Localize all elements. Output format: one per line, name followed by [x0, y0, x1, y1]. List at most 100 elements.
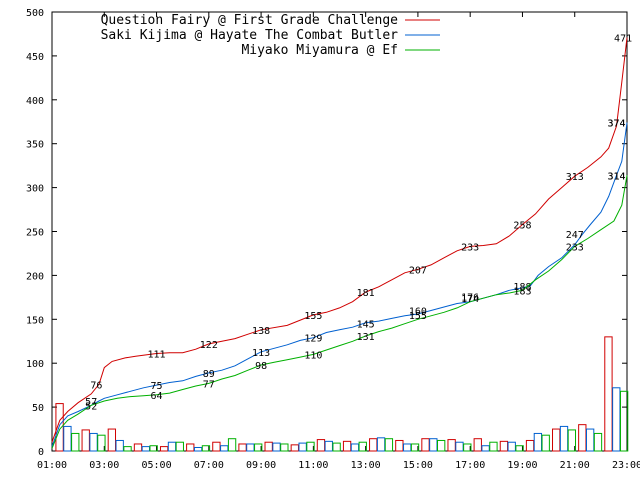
bar — [272, 442, 281, 452]
x-tick-label: 13:00 — [351, 460, 381, 471]
y-tick-label: 250 — [26, 228, 44, 239]
data-label: 374 — [608, 119, 626, 130]
x-tick-label: 21:00 — [560, 460, 590, 471]
data-label: 314 — [608, 171, 626, 182]
bar — [186, 443, 195, 452]
bar — [384, 438, 394, 452]
bar — [227, 438, 237, 452]
bar — [159, 446, 169, 452]
bar — [220, 445, 229, 452]
x-tick-label: 19:00 — [507, 460, 537, 471]
bar — [559, 425, 569, 452]
bar — [55, 403, 64, 452]
bar — [533, 432, 543, 452]
data-label: 471 — [614, 33, 632, 44]
legend-label: Question Fairy @ First Grade Challenge — [101, 13, 399, 28]
series-line-0 — [51, 37, 628, 443]
legend-label: Miyako Miyamura @ Ef — [241, 43, 398, 58]
bar — [123, 446, 132, 452]
legend-label: Saki Kijima @ Hayate The Combat Butler — [101, 28, 399, 43]
data-label: 176 — [461, 292, 479, 303]
bar — [133, 443, 143, 452]
bar — [552, 428, 561, 452]
data-label: 76 — [90, 380, 102, 391]
bar — [604, 336, 613, 452]
bar — [489, 441, 498, 452]
x-tick-label: 23:00 — [612, 460, 640, 471]
series-line-2 — [51, 175, 628, 449]
y-tick-label: 500 — [26, 8, 44, 19]
bar — [71, 432, 80, 452]
bar — [141, 446, 150, 452]
data-label: 247 — [566, 230, 584, 241]
bar — [212, 441, 221, 452]
bar — [149, 445, 158, 452]
bar — [298, 442, 307, 452]
bar — [280, 443, 289, 452]
bar — [201, 445, 211, 452]
data-label: 122 — [200, 340, 218, 351]
data-label: 110 — [304, 350, 322, 361]
data-label: 75 — [151, 381, 163, 392]
data-label: 77 — [203, 379, 215, 390]
bar — [481, 445, 490, 452]
bar — [324, 440, 333, 452]
bar — [437, 439, 446, 452]
bar — [395, 439, 404, 452]
data-label: 313 — [566, 172, 584, 183]
bar — [578, 424, 587, 452]
x-tick-label: 01:00 — [37, 460, 67, 471]
bar — [316, 439, 326, 452]
bar — [619, 390, 629, 452]
data-label: 183 — [513, 286, 531, 297]
x-tick-label: 03:00 — [89, 460, 119, 471]
bar — [515, 445, 524, 452]
y-tick-label: 150 — [26, 315, 44, 326]
data-label: 111 — [148, 350, 166, 361]
data-label: 145 — [357, 320, 375, 331]
data-label: 160 — [409, 307, 427, 318]
data-label: 233 — [461, 242, 479, 253]
bar — [447, 439, 456, 452]
bar — [264, 441, 273, 452]
x-tick-label: 05:00 — [141, 460, 171, 471]
y-tick-label: 450 — [26, 52, 44, 63]
data-label: 188 — [513, 282, 531, 293]
bar — [410, 443, 420, 452]
x-tick-label: 11:00 — [298, 460, 328, 471]
data-label: 181 — [357, 288, 375, 299]
x-tick-label: 09:00 — [246, 460, 276, 471]
bar — [342, 440, 352, 452]
bar — [107, 428, 117, 452]
x-tick-label: 17:00 — [455, 460, 485, 471]
series-line-1 — [51, 122, 628, 447]
data-label: 258 — [513, 220, 531, 231]
bar — [585, 428, 595, 452]
x-tick-label: 15:00 — [403, 460, 433, 471]
bar — [376, 437, 386, 452]
data-label: 129 — [304, 334, 322, 345]
data-label: 113 — [252, 348, 270, 359]
data-label: 57 — [85, 397, 97, 408]
bar — [167, 441, 177, 452]
bar — [175, 441, 184, 452]
data-label: 155 — [304, 311, 322, 322]
data-label: 131 — [357, 332, 375, 343]
bar — [473, 438, 482, 452]
y-tick-label: 100 — [26, 359, 44, 370]
bar — [463, 443, 472, 452]
data-label: 374 — [608, 119, 626, 130]
bar — [429, 438, 438, 452]
data-label: 89 — [203, 369, 215, 380]
bar — [238, 443, 247, 452]
y-tick-label: 300 — [26, 184, 44, 195]
bar — [403, 443, 412, 452]
data-label: 174 — [461, 294, 479, 305]
y-tick-label: 350 — [26, 140, 44, 151]
bar — [499, 440, 509, 452]
bar — [63, 425, 72, 452]
bar — [507, 441, 516, 452]
y-tick-label: 50 — [32, 403, 44, 414]
bar — [593, 432, 603, 452]
